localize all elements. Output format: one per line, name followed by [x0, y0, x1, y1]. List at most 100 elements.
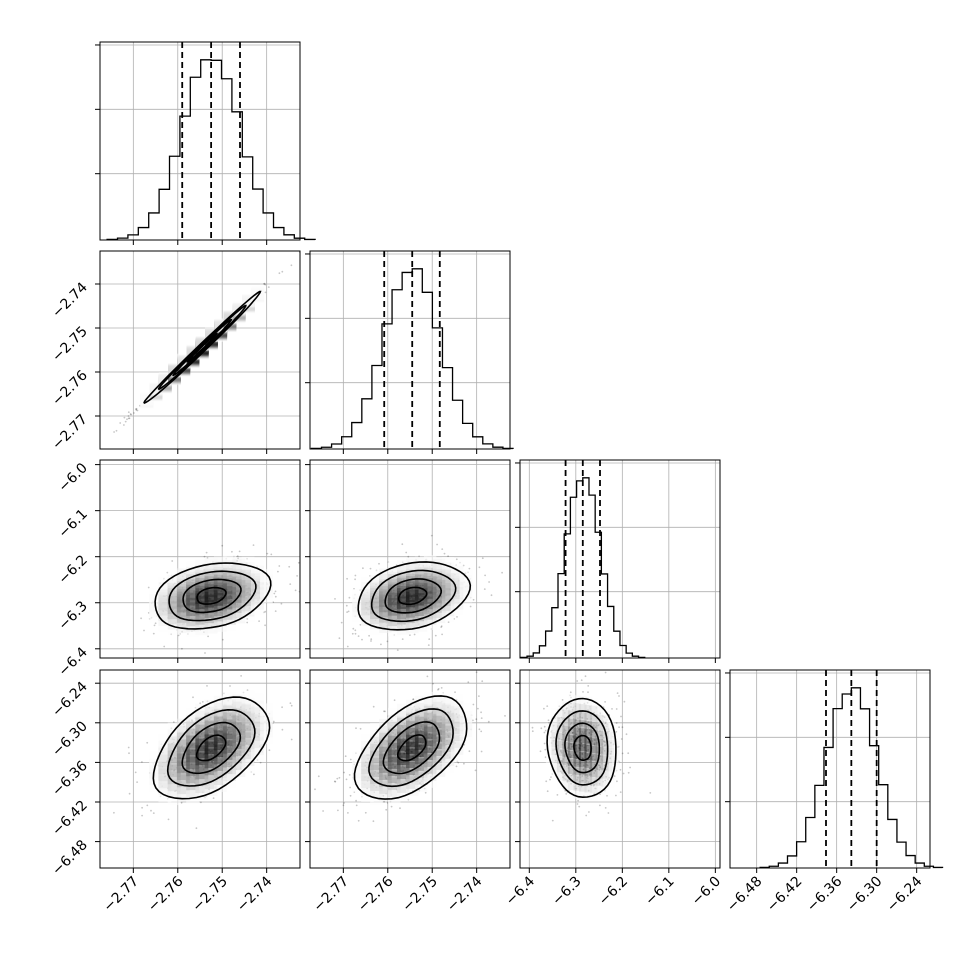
density-cell	[567, 742, 576, 751]
sample-point	[115, 429, 118, 432]
density-cell	[578, 752, 587, 760]
contour-3-1-0	[397, 734, 427, 762]
sample-point	[130, 413, 133, 416]
density-cell	[595, 786, 604, 795]
sample-point	[263, 283, 265, 285]
sample-point	[336, 777, 339, 780]
density-cell	[584, 784, 593, 793]
density-cell	[562, 765, 571, 774]
sample-point	[253, 773, 255, 776]
frame-3-1	[309, 669, 511, 869]
y-tick-label-3-4: −6.24	[49, 679, 91, 721]
sample-point	[372, 705, 375, 708]
sample-point	[338, 776, 341, 779]
sample-point	[206, 685, 208, 687]
x-tick-label-0-2: −2.75	[189, 874, 231, 916]
sample-point	[277, 570, 279, 573]
sample-point	[133, 412, 135, 414]
density-cell	[589, 769, 598, 778]
sample-point	[140, 617, 143, 620]
density-cell	[584, 728, 593, 737]
sample-point	[238, 550, 241, 553]
sample-point	[141, 761, 143, 763]
sample-point	[440, 625, 443, 628]
density-cell	[584, 704, 593, 713]
density-cell	[556, 708, 565, 717]
sample-point	[385, 808, 388, 811]
sample-point	[147, 586, 150, 589]
density-cell	[551, 748, 560, 756]
sample-point	[368, 634, 370, 637]
sample-point	[349, 786, 351, 789]
sample-point	[437, 688, 439, 691]
sample-point	[342, 804, 345, 807]
sample-point	[334, 598, 336, 600]
sample-point	[354, 629, 357, 632]
sample-point	[428, 638, 431, 640]
density-cell	[556, 732, 565, 741]
y-tick-label-1-0: −2.77	[49, 412, 91, 454]
contour-3-2-0	[573, 734, 592, 761]
density-cell	[595, 730, 604, 739]
sample-point	[604, 807, 607, 809]
sample-point	[212, 797, 215, 799]
density-cell	[551, 772, 560, 780]
sample-point	[615, 794, 617, 797]
density-cell	[562, 717, 571, 726]
hist-frame-2	[519, 459, 721, 659]
contour-3-2-1	[564, 722, 601, 774]
sample-point	[549, 778, 551, 781]
sample-point	[205, 551, 208, 554]
sample-point	[622, 772, 625, 775]
density-cell	[595, 714, 604, 723]
density-cell	[584, 776, 593, 785]
sample-point	[611, 708, 613, 710]
sample-point	[615, 722, 618, 724]
frame-2-0	[99, 459, 301, 659]
sample-point	[344, 755, 347, 758]
contour-3-1-3	[353, 695, 468, 800]
density-cell	[606, 732, 615, 740]
sample-point	[124, 420, 127, 423]
sample-point	[477, 707, 479, 710]
sample-point	[370, 638, 373, 641]
density-cell	[567, 734, 576, 743]
sample-point	[604, 701, 606, 703]
x-tick-label-0-1: −2.76	[145, 873, 187, 915]
sample-point	[146, 804, 149, 807]
x-tick-label-1-2: −2.75	[399, 874, 441, 916]
sample-point	[361, 638, 363, 641]
histogram-panel-3	[725, 669, 944, 873]
sample-point	[347, 812, 349, 814]
sample-point	[463, 762, 465, 765]
density-cell	[601, 787, 609, 795]
sample-point	[621, 726, 624, 729]
contour-1-0-2	[157, 304, 247, 391]
sample-point	[258, 620, 260, 622]
sample-point	[290, 632, 292, 634]
contour-3-2-2	[555, 710, 609, 786]
y-tick-label-2-2: −6.2	[55, 552, 90, 587]
sample-point	[478, 695, 480, 697]
sample-point	[623, 700, 626, 703]
scatter-panel-3-0	[95, 669, 301, 873]
y-tick-label-1-2: −2.75	[49, 324, 91, 366]
sample-point	[539, 750, 542, 753]
x-tick-label-1-0: −2.77	[311, 874, 353, 916]
density-cell	[595, 762, 604, 771]
y-tick-label-2-3: −6.1	[55, 506, 90, 541]
sample-point	[620, 715, 622, 718]
sample-point	[447, 555, 449, 558]
sample-point	[152, 632, 155, 635]
x-tick-label-2-4: −6.0	[689, 874, 724, 909]
density-cell	[578, 728, 587, 736]
sample-point	[432, 682, 434, 685]
sample-point	[334, 780, 337, 783]
sample-point	[322, 810, 324, 812]
density-cell	[595, 778, 604, 787]
x-tick-label-1-3: −2.74	[444, 873, 486, 915]
sample-point	[407, 555, 410, 558]
sample-point	[456, 616, 458, 618]
sample-point	[274, 610, 277, 612]
histogram-2	[520, 477, 646, 659]
